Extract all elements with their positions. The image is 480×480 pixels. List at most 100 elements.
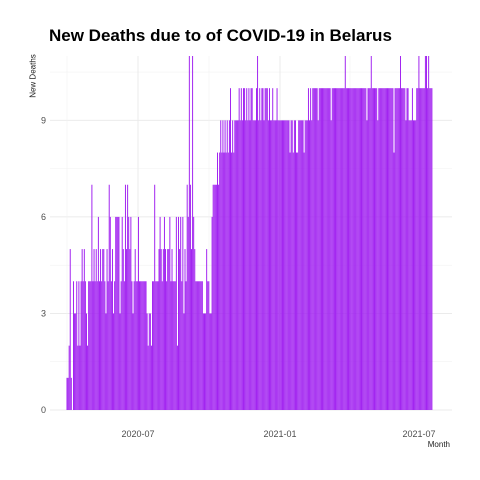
data-bar bbox=[396, 88, 398, 411]
data-bar bbox=[239, 120, 241, 411]
data-bar bbox=[385, 88, 387, 411]
y-tick-label: 6 bbox=[41, 212, 46, 222]
data-bar bbox=[178, 216, 179, 410]
data-bar bbox=[175, 216, 177, 410]
data-bar bbox=[204, 313, 205, 410]
data-bar bbox=[304, 120, 306, 411]
data-bar bbox=[324, 88, 326, 411]
data-bar bbox=[159, 216, 161, 410]
data-bar bbox=[253, 120, 255, 411]
data-bar bbox=[381, 88, 383, 411]
data-bar bbox=[197, 281, 199, 410]
data-bar bbox=[91, 184, 93, 410]
data-bar bbox=[326, 88, 328, 411]
data-bar bbox=[368, 88, 370, 411]
data-bar bbox=[371, 88, 373, 411]
data-bar bbox=[393, 152, 395, 411]
data-bar bbox=[270, 120, 272, 411]
data-bar bbox=[119, 313, 121, 410]
data-bar bbox=[212, 184, 214, 410]
data-bar bbox=[328, 88, 330, 411]
data-bar bbox=[391, 88, 393, 411]
data-bar bbox=[407, 88, 409, 411]
data-bar bbox=[408, 120, 410, 411]
data-bar bbox=[84, 281, 86, 410]
data-bar bbox=[302, 120, 304, 411]
data-bar bbox=[252, 120, 254, 411]
data-bar bbox=[232, 120, 234, 411]
data-bar bbox=[331, 88, 333, 411]
data-bar bbox=[132, 313, 134, 410]
data-bar bbox=[250, 88, 252, 411]
data-bar bbox=[147, 345, 149, 410]
data-bar bbox=[180, 216, 182, 410]
data-bar bbox=[289, 152, 291, 411]
data-bar bbox=[225, 152, 227, 411]
data-bar bbox=[162, 249, 164, 410]
data-bar bbox=[377, 120, 379, 411]
data-bar bbox=[278, 120, 280, 411]
data-bar bbox=[142, 281, 144, 410]
data-bar bbox=[221, 152, 223, 411]
data-bar bbox=[109, 216, 111, 410]
data-bar bbox=[80, 281, 82, 410]
data-bar bbox=[370, 56, 372, 410]
data-bar bbox=[271, 120, 273, 411]
data-bar bbox=[330, 120, 332, 411]
data-bar bbox=[240, 88, 242, 411]
data-bar bbox=[172, 281, 174, 410]
data-bar bbox=[135, 281, 137, 410]
data-bar bbox=[111, 249, 113, 410]
data-bar bbox=[156, 281, 158, 410]
data-bar bbox=[73, 281, 74, 410]
data-bar bbox=[352, 88, 354, 411]
data-bar bbox=[127, 184, 129, 410]
data-bar bbox=[219, 152, 221, 411]
data-bar bbox=[166, 281, 168, 410]
data-bar bbox=[89, 281, 91, 410]
data-bar bbox=[113, 313, 115, 410]
data-bar bbox=[403, 88, 405, 411]
data-bar bbox=[394, 88, 396, 411]
data-bar bbox=[183, 313, 185, 410]
data-bar bbox=[264, 88, 266, 411]
data-bar bbox=[215, 184, 217, 410]
data-bar bbox=[223, 152, 225, 411]
data-bar bbox=[202, 313, 204, 410]
data-bar bbox=[134, 249, 136, 410]
data-bar bbox=[140, 281, 142, 410]
data-bar bbox=[272, 88, 274, 411]
data-bar bbox=[406, 88, 408, 411]
data-bar bbox=[297, 152, 299, 411]
data-bar bbox=[340, 88, 342, 411]
data-bar bbox=[335, 88, 337, 411]
data-bar bbox=[70, 377, 72, 410]
data-bar bbox=[118, 216, 120, 410]
data-bar bbox=[426, 56, 427, 410]
data-bar bbox=[185, 281, 187, 410]
data-bar bbox=[85, 313, 87, 410]
data-bar bbox=[96, 281, 98, 410]
data-bar bbox=[280, 120, 282, 411]
data-bar bbox=[267, 120, 269, 411]
data-bar bbox=[95, 249, 97, 410]
data-bar bbox=[184, 249, 186, 410]
data-bar bbox=[79, 345, 81, 410]
data-bar bbox=[329, 88, 331, 411]
x-tick-label: 2020-07 bbox=[121, 429, 154, 439]
data-bar bbox=[220, 120, 222, 411]
data-bar bbox=[290, 120, 292, 411]
data-bar bbox=[359, 88, 361, 411]
data-bar bbox=[367, 88, 369, 411]
data-bar bbox=[160, 249, 162, 410]
data-bar bbox=[194, 249, 196, 410]
data-bar bbox=[303, 152, 305, 411]
data-bar bbox=[284, 120, 286, 411]
data-bar bbox=[409, 120, 411, 411]
data-bar bbox=[354, 88, 356, 411]
data-bar bbox=[423, 88, 425, 411]
data-bar bbox=[390, 88, 392, 411]
data-bar bbox=[157, 281, 159, 410]
data-bar bbox=[117, 216, 119, 410]
